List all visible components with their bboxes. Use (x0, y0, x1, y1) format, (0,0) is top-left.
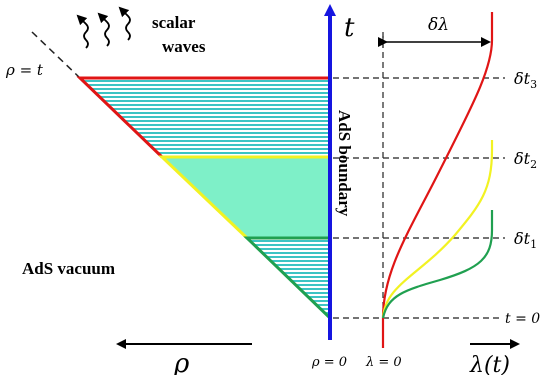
scalar-wave-arrows (76, 6, 131, 49)
green-light-ray (243, 236, 332, 320)
delta-t3-label: δt3 (514, 69, 537, 91)
time-slice-dashes (333, 77, 505, 319)
ads-vacuum-label: AdS vacuum (22, 259, 115, 278)
scalar-label: scalar (152, 13, 196, 32)
waves-label: waves (162, 37, 206, 56)
lambda-zero-label: λ = 0 (365, 355, 402, 370)
t-zero-label: t = 0 (505, 311, 540, 327)
t-axis-label: t (344, 13, 355, 43)
red-light-ray (76, 76, 330, 159)
rho-zero-label: ρ = 0 (311, 355, 347, 370)
delta-t1-label: δt1 (514, 229, 537, 251)
lambda-t-label: λ(t) (469, 353, 510, 375)
rho-axis-label: ρ (173, 349, 190, 375)
delta-lambda-label: δλ (428, 15, 449, 35)
ads-boundary-label: AdS boundary (335, 110, 354, 217)
green-lambda-curve (381, 210, 494, 319)
rho-equals-t-label: ρ = t (5, 61, 44, 79)
yellow-lambda-curve (381, 140, 494, 319)
light-fill-region (162, 157, 330, 238)
yellow-light-ray (158, 155, 330, 240)
delta-t2-label: δt2 (514, 149, 537, 171)
red-lambda-curve (381, 12, 494, 348)
striped-region-top (80, 78, 330, 157)
